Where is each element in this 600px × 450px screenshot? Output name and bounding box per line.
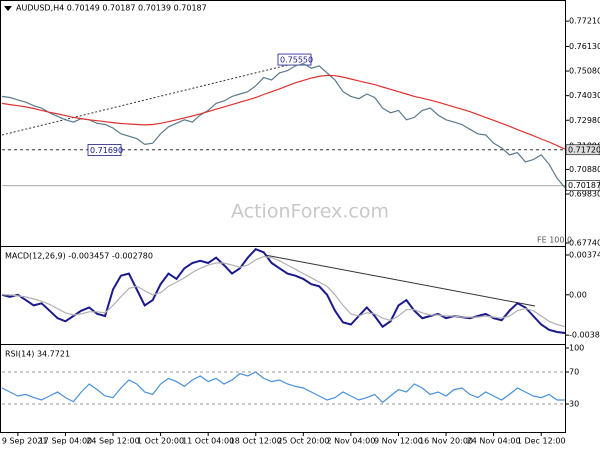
y-tick-label: 0.74030 — [569, 91, 600, 100]
y-tick-label: 0.75080 — [569, 67, 600, 76]
x-tick-label: 24 Sep 12:00 — [86, 437, 139, 446]
series-line — [1, 371, 565, 404]
y-tick-label: 0.70880 — [569, 165, 600, 174]
frame — [0, 0, 566, 433]
y-tick-label: 70 — [569, 368, 579, 377]
callout-label: 0.75550 — [280, 56, 313, 65]
callout-label: 0.71690 — [90, 146, 123, 155]
price-label-box — [565, 144, 600, 156]
y-tick-label: 0.77210 — [569, 17, 600, 26]
panel-title: RSI(14) 34.7721 — [5, 350, 70, 359]
trend-line — [264, 254, 536, 307]
x-tick-label: 11 Oct 04:00 — [182, 437, 234, 446]
y-tick-label: 0.72980 — [569, 116, 600, 125]
series-line — [1, 248, 566, 334]
x-tick-label: 18 Oct 12:00 — [230, 437, 282, 446]
y-tick-label: 0.76130 — [569, 42, 600, 51]
y-tick-label: 100 — [569, 344, 584, 353]
panel-title: AUDUSD,H4 0.70149 0.70187 0.70139 0.7018… — [16, 4, 207, 13]
x-tick-label: 16 Nov 20:00 — [419, 437, 473, 446]
menu-arrow — [4, 6, 12, 11]
price-label-box — [565, 180, 600, 191]
series-line — [1, 62, 566, 189]
trend-line — [1, 61, 301, 136]
x-tick-label: 17 Sep 04:00 — [39, 437, 92, 446]
y-tick-label: -0.0038 — [569, 331, 600, 340]
x-tick-label: 1 Oct 20:00 — [137, 437, 184, 446]
y-tick-label: 0.67740 — [569, 239, 600, 248]
y-tick-label: 0.003749 — [569, 251, 600, 260]
x-tick-label: 2 Nov 04:00 — [326, 437, 375, 446]
x-tick-label: 25 Oct 20:00 — [277, 437, 329, 446]
callout-box — [87, 144, 122, 156]
x-tick-label: 9 Sep 2021 — [2, 437, 48, 446]
y-tick-label: 0.00 — [569, 290, 587, 299]
y-tick-label: 30 — [569, 400, 579, 409]
x-tick-label: 1 Dec 12:00 — [517, 437, 566, 446]
price-label: 0.71720 — [568, 145, 600, 154]
y-tick-label: 0.69830 — [569, 190, 600, 199]
series-line — [1, 74, 566, 150]
panel-title: MACD(12,26,9) -0.003457 -0.002780 — [5, 252, 153, 261]
x-tick-label: 9 Nov 12:00 — [374, 437, 423, 446]
x-tick-label: 24 Nov 04:00 — [467, 437, 521, 446]
callout-box — [277, 53, 312, 66]
annotation: FE 100.0 — [537, 236, 572, 245]
series-line — [2, 255, 566, 328]
watermark: ActionForex.com — [231, 201, 389, 223]
price-label: 0.70187 — [568, 181, 600, 190]
